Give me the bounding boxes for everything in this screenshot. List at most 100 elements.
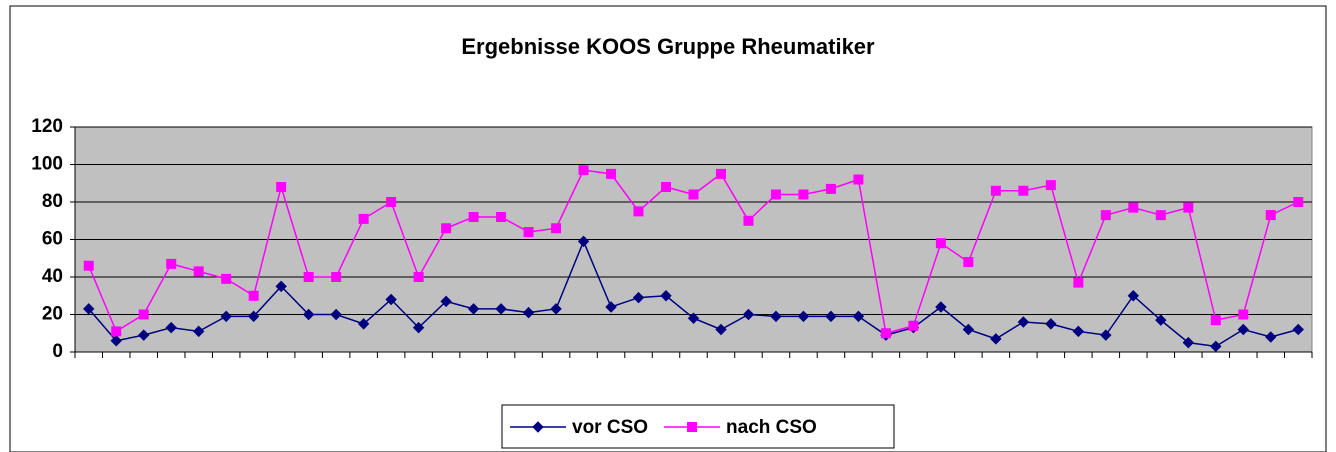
marker: [797, 310, 810, 323]
marker: [660, 290, 672, 302]
marker: [330, 308, 342, 321]
y-tick-label: 0: [52, 341, 63, 362]
marker: [798, 189, 809, 200]
marker: [880, 328, 891, 339]
marker: [687, 312, 700, 324]
marker: [688, 189, 699, 200]
y-tick-label: 40: [42, 266, 63, 287]
marker: [247, 310, 260, 323]
marker: [192, 325, 205, 338]
marker: [1100, 210, 1111, 221]
marker: [990, 185, 1001, 196]
marker: [1045, 180, 1056, 191]
marker: [1210, 315, 1221, 326]
marker: [495, 303, 507, 315]
marker: [1238, 309, 1249, 320]
marker: [385, 293, 397, 306]
marker: [532, 421, 544, 433]
marker: [302, 308, 315, 321]
marker: [1018, 185, 1029, 196]
marker: [577, 235, 590, 248]
marker: [441, 223, 452, 234]
marker: [331, 272, 342, 282]
y-tick-label: 60: [42, 229, 63, 250]
marker: [743, 215, 754, 226]
marker: [1045, 318, 1057, 330]
marker: [165, 321, 177, 334]
marker: [578, 165, 589, 176]
marker: [908, 320, 919, 331]
marker: [1293, 197, 1304, 207]
marker: [303, 272, 314, 282]
marker: [358, 213, 369, 224]
marker: [853, 174, 864, 185]
marker: [963, 257, 974, 267]
marker: [412, 321, 425, 334]
marker: [551, 223, 562, 234]
marker: [1100, 329, 1112, 341]
marker: [770, 310, 782, 323]
marker: [1265, 331, 1277, 343]
marker: [1210, 340, 1222, 353]
marker: [852, 310, 865, 323]
marker: [1127, 290, 1140, 302]
marker: [193, 266, 204, 277]
marker: [220, 310, 232, 323]
marker: [523, 227, 534, 237]
marker: [687, 422, 698, 432]
marker: [1237, 323, 1249, 336]
marker: [1128, 202, 1139, 213]
marker: [962, 323, 975, 336]
marker: [1265, 210, 1276, 221]
y-tick-label: 120: [31, 116, 63, 137]
marker: [742, 308, 755, 321]
marker: [276, 182, 287, 192]
marker: [1182, 336, 1195, 349]
marker: [522, 306, 535, 319]
marker: [386, 197, 397, 207]
marker: [413, 272, 424, 282]
marker: [467, 303, 480, 315]
marker: [496, 212, 507, 222]
marker: [357, 318, 370, 330]
marker: [825, 183, 836, 194]
marker: [605, 301, 617, 313]
marker: [1073, 277, 1084, 288]
marker: [633, 206, 644, 217]
marker: [1155, 314, 1167, 326]
marker: [1183, 202, 1194, 213]
marker: [715, 168, 726, 179]
marker: [606, 168, 617, 179]
marker: [632, 291, 645, 304]
marker: [166, 258, 177, 269]
y-tick-label: 80: [42, 191, 63, 212]
marker: [111, 326, 122, 337]
marker: [1072, 325, 1085, 338]
marker: [110, 335, 122, 347]
legend-label: vor CSO: [572, 417, 648, 438]
marker: [990, 333, 1002, 345]
marker: [1292, 323, 1304, 336]
marker: [935, 301, 947, 313]
marker: [83, 303, 95, 315]
y-tick-label: 100: [31, 154, 63, 175]
marker: [83, 260, 94, 271]
marker: [1017, 316, 1030, 328]
marker: [825, 310, 837, 323]
marker: [770, 189, 781, 200]
chart-title: Ergebnisse KOOS Gruppe Rheumatiker: [461, 34, 875, 59]
marker: [661, 182, 672, 192]
marker: [550, 303, 562, 315]
legend-label: nach CSO: [726, 417, 817, 438]
marker: [715, 323, 727, 336]
marker: [248, 290, 259, 301]
marker: [221, 273, 232, 284]
marker: [468, 212, 479, 222]
marker: [935, 238, 946, 249]
marker: [275, 280, 287, 293]
marker: [1155, 210, 1166, 221]
marker: [138, 309, 149, 320]
marker: [440, 295, 452, 308]
marker: [138, 329, 150, 341]
